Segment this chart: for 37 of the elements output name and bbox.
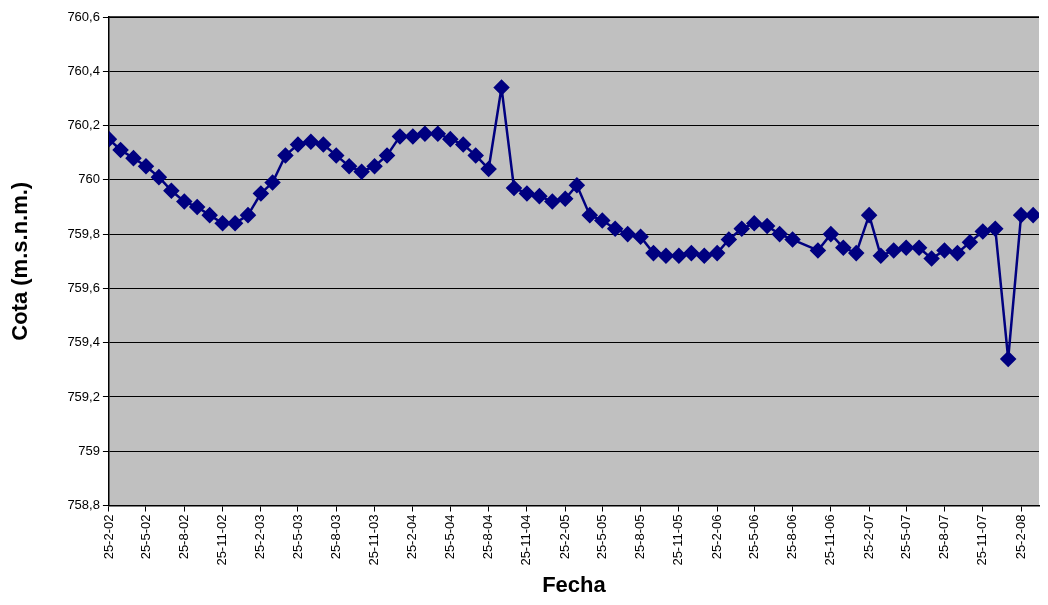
x-axis-title: Fecha xyxy=(542,571,607,597)
x-tick-label: 25-5-04 xyxy=(441,514,457,560)
x-tick-label: 25-11-06 xyxy=(822,514,838,566)
y-tick-label: 759,4 xyxy=(67,334,100,350)
y-tick-label: 759 xyxy=(78,442,100,458)
y-axis-title: Cota (m.s.n.m.) xyxy=(7,181,33,341)
y-tick-label: 758,8 xyxy=(67,497,100,513)
x-tick-label: 25-11-05 xyxy=(670,514,686,566)
x-tick-label: 25-2-04 xyxy=(404,514,420,560)
x-tick-label: 25-5-05 xyxy=(593,514,609,560)
x-tick-label: 25-2-05 xyxy=(556,514,572,560)
x-tick-label: 25-11-03 xyxy=(366,514,382,566)
x-tick-label: 25-5-07 xyxy=(897,514,913,560)
y-tick-label: 759,8 xyxy=(67,225,100,241)
y-tick-label: 759,2 xyxy=(67,388,100,404)
y-tick-label: 760,6 xyxy=(67,8,100,24)
x-tick-label: 25-11-04 xyxy=(518,514,534,566)
x-tick-label: 25-2-02 xyxy=(100,514,116,560)
x-tick-label: 25-2-08 xyxy=(1012,514,1028,560)
y-tick-label: 760,4 xyxy=(67,62,100,78)
x-tick-label: 25-5-02 xyxy=(137,514,153,560)
x-tick-label: 25-8-03 xyxy=(327,514,343,560)
x-tick-label: 25-11-07 xyxy=(974,514,990,566)
x-tick-label: 25-5-06 xyxy=(745,514,761,560)
x-tick-label: 25-8-04 xyxy=(480,514,496,560)
x-tick-label: 25-8-07 xyxy=(936,514,952,560)
x-tick-label: 25-2-06 xyxy=(708,514,724,560)
y-tick-label: 760 xyxy=(78,171,100,187)
y-tick-label: 760,2 xyxy=(67,117,100,133)
x-tick-label: 25-5-03 xyxy=(289,514,305,560)
x-tick-label: 25-2-07 xyxy=(860,514,876,560)
x-tick-label: 25-8-05 xyxy=(632,514,648,560)
x-tick-label: 25-8-02 xyxy=(175,514,191,560)
x-tick-label: 25-11-02 xyxy=(214,514,230,566)
y-tick-label: 759,6 xyxy=(67,279,100,295)
x-tick-label: 25-2-03 xyxy=(252,514,268,560)
x-tick-label: 25-8-06 xyxy=(784,514,800,560)
